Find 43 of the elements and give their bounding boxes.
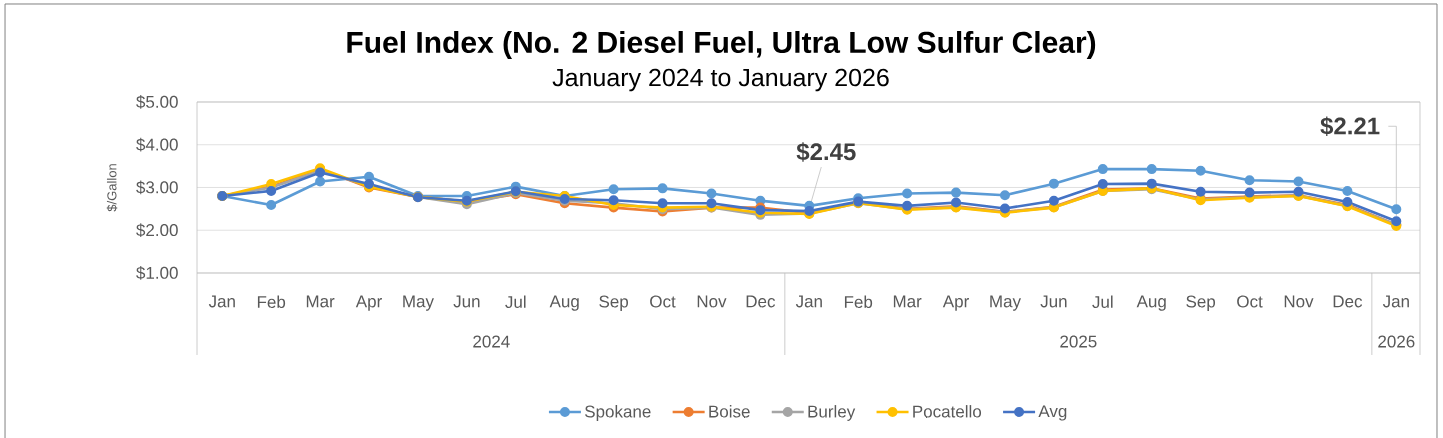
- y-axis-title: $/Gallon: [106, 164, 118, 212]
- legend-label: Pocatello: [913, 405, 982, 418]
- x-tick-label: Jan: [208, 295, 235, 308]
- x-tick-label: Apr: [355, 295, 382, 311]
- y-tick-label: $2.00: [136, 223, 178, 238]
- x2-tick-label: 2026: [1378, 335, 1415, 348]
- x-tick-label: Dec: [1333, 295, 1363, 308]
- legend-label: Boise: [709, 405, 750, 418]
- chart-subtitle: January 2024 to January 2026: [552, 68, 889, 92]
- x-tick-label: Jun: [1040, 295, 1067, 308]
- x-tick-label: May: [403, 295, 434, 311]
- x-tick-label: Feb: [257, 295, 286, 309]
- x-tick-label: Oct: [1237, 295, 1263, 308]
- x-tick-label: Dec: [746, 295, 776, 308]
- x2-tick-label: 2025: [1060, 335, 1097, 348]
- y-tick-label: $3.00: [136, 180, 178, 195]
- x-tick-label: Jan: [795, 295, 822, 308]
- x-tick-label: Sep: [1186, 295, 1216, 311]
- x-tick-label: Nov: [697, 295, 727, 308]
- x-tick-label: Feb: [844, 295, 873, 309]
- x-tick-label: Aug: [549, 295, 579, 311]
- annotation: $2.45: [796, 142, 856, 162]
- x-tick-label: Nov: [1284, 295, 1314, 308]
- x-tick-label: Jul: [1092, 295, 1113, 309]
- legend-label: Avg: [1038, 405, 1067, 421]
- y-tick-label: $5.00: [136, 95, 178, 109]
- y-tick-label: $1.00: [136, 266, 178, 280]
- legend-label: Spokane: [585, 405, 651, 421]
- y-tick-label: $4.00: [136, 137, 178, 152]
- x-tick-label: Mar: [893, 295, 922, 308]
- x-tick-label: Apr: [942, 295, 969, 311]
- chart-title: Fuel Index (No. 2 Diesel Fuel, Ultra Low Sulfur Clear): [347, 31, 1096, 59]
- x-tick-label: Sep: [599, 295, 629, 311]
- x2-tick-label: 2024: [473, 335, 510, 348]
- x-tick-label: Mar: [306, 295, 335, 308]
- x-tick-label: Aug: [1136, 295, 1166, 311]
- annotation: $2.21: [1320, 116, 1380, 137]
- x-tick-label: Jan: [1382, 295, 1409, 308]
- legend-label: Burley: [808, 405, 856, 421]
- x-tick-label: Oct: [650, 295, 676, 308]
- x-tick-label: Jul: [505, 295, 526, 309]
- x-tick-label: Jun: [453, 295, 480, 308]
- x-tick-label: May: [990, 295, 1021, 311]
